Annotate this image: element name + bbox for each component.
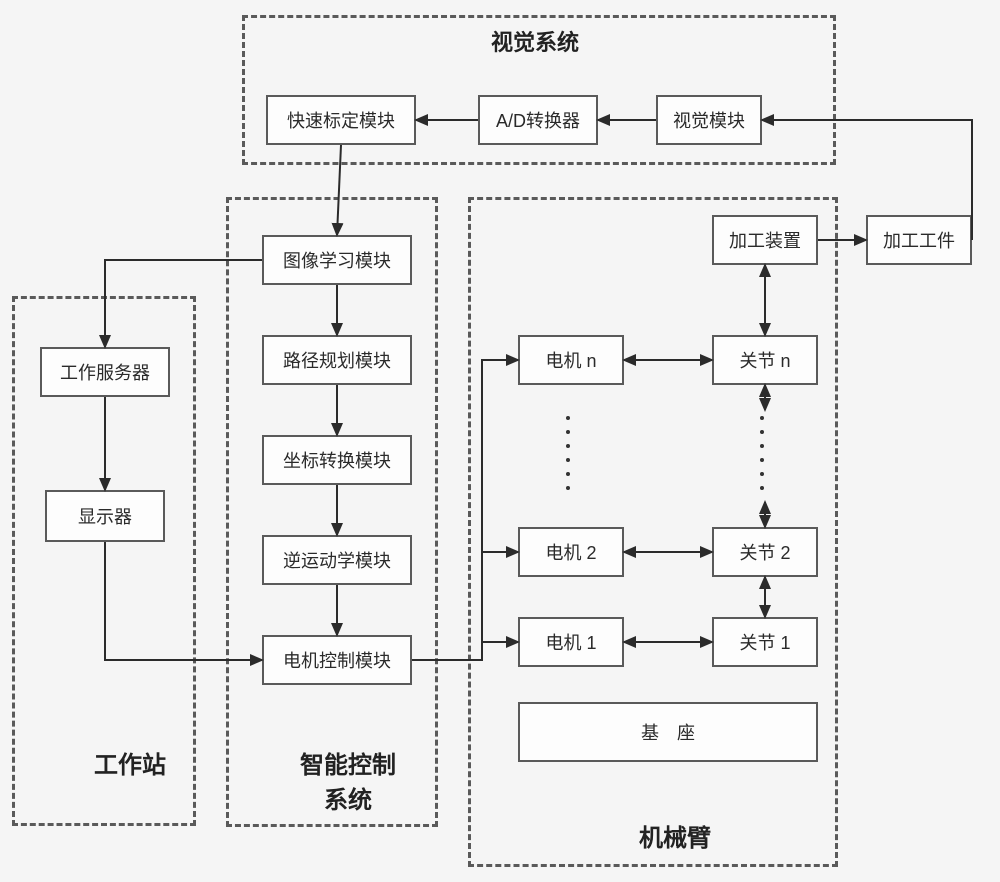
edge-ctl-to-motor-n <box>412 360 518 660</box>
edge-workpiece-to-vision <box>762 120 972 240</box>
arrows-layer <box>0 0 1000 882</box>
edge-display-to-motorctl <box>105 542 262 660</box>
diagram-canvas: 视觉系统工作站智能控制系统机械臂快速标定模块A/D转换器视觉模块加工装置加工工件… <box>0 0 1000 882</box>
edge-imglearn-to-server <box>105 260 262 347</box>
